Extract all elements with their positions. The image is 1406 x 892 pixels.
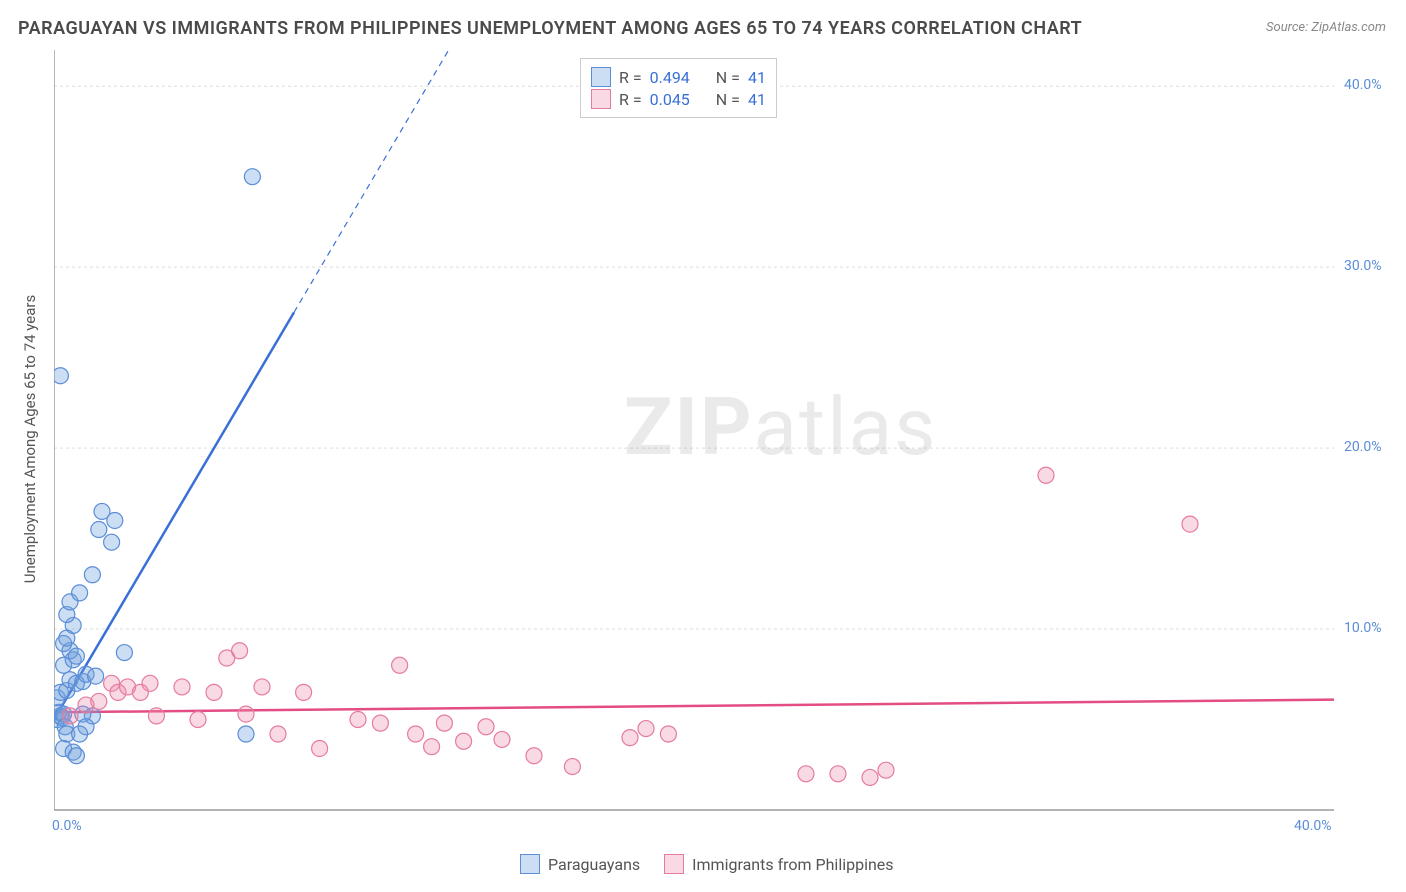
bottom-legend: Paraguayans Immigrants from Philippines — [520, 854, 894, 874]
legend-swatch — [520, 854, 540, 874]
stats-r-label: R = — [619, 68, 642, 87]
stats-row: R = 0.494 N = 41 — [591, 67, 766, 87]
chart-title: PARAGUAYAN VS IMMIGRANTS FROM PHILIPPINE… — [18, 18, 1082, 39]
stats-swatch — [591, 89, 611, 109]
stats-row: R = 0.045 N = 41 — [591, 89, 766, 109]
legend-item: Immigrants from Philippines — [664, 854, 893, 874]
legend-label: Paraguayans — [548, 855, 640, 874]
legend-swatch — [664, 854, 684, 874]
legend-item: Paraguayans — [520, 854, 640, 874]
stats-n-value: 41 — [748, 90, 766, 109]
stats-n-label: N = — [716, 90, 740, 109]
y-tick-label: 40.0% — [1344, 77, 1382, 93]
stats-panel: R = 0.494 N = 41 R = 0.045 N = 41 — [580, 58, 777, 118]
y-tick-label: 10.0% — [1344, 620, 1382, 636]
stats-r-value: 0.494 — [650, 68, 690, 87]
y-axis-label: Unemployment Among Ages 65 to 74 years — [21, 269, 39, 609]
stats-r-label: R = — [619, 90, 642, 109]
x-tick-label: 40.0% — [1294, 818, 1332, 834]
scatter-chart — [54, 50, 1384, 840]
stats-n-label: N = — [716, 68, 740, 87]
chart-area: ZIPatlas — [54, 50, 1384, 840]
source-attribution: Source: ZipAtlas.com — [1266, 20, 1386, 35]
x-tick-label: 0.0% — [52, 818, 82, 834]
stats-r-value: 0.045 — [650, 90, 690, 109]
stats-n-value: 41 — [748, 68, 766, 87]
y-tick-label: 30.0% — [1344, 258, 1382, 274]
stats-swatch — [591, 67, 611, 87]
y-tick-label: 20.0% — [1344, 439, 1382, 455]
legend-label: Immigrants from Philippines — [692, 855, 893, 874]
